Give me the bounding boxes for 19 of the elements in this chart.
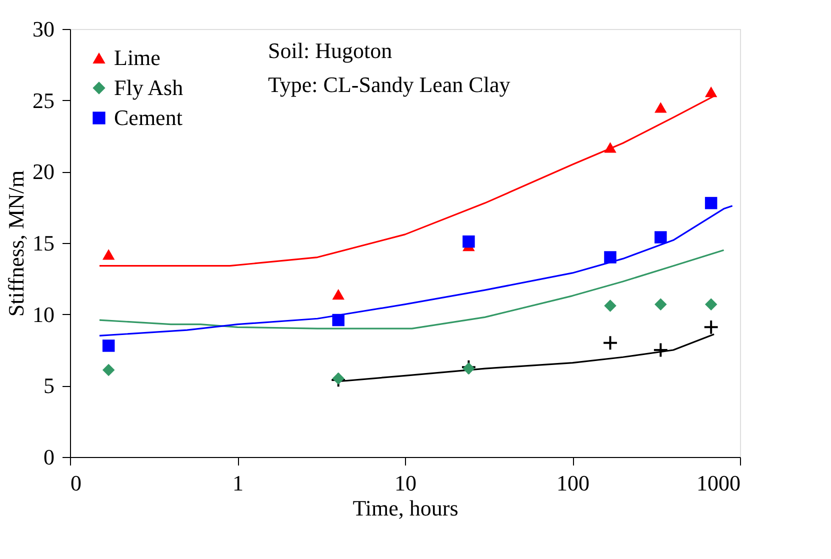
y-axis-title: Stiffness, MN/m xyxy=(4,170,28,317)
x-tick-label: 1 xyxy=(232,470,244,496)
x-tick-label: 0 xyxy=(70,470,82,496)
annotation: Type: CL-Sandy Lean Clay xyxy=(268,72,510,97)
y-tick-label: 25 xyxy=(32,88,54,113)
y-tick-label: 0 xyxy=(44,444,54,470)
x-tick-label: 10 xyxy=(394,470,416,496)
y-tick-label: 30 xyxy=(32,16,54,42)
x-tick-label: 1000 xyxy=(696,470,740,496)
legend-label: Cement xyxy=(114,105,182,130)
legend-label: Fly Ash xyxy=(114,75,184,100)
x-axis-title: Time, hours xyxy=(352,496,458,520)
y-tick-label: 20 xyxy=(32,159,54,184)
y-tick-label: 15 xyxy=(32,230,54,256)
y-tick-label: 5 xyxy=(44,373,54,398)
legend-label: Lime xyxy=(114,45,160,70)
y-tick-label: 10 xyxy=(32,302,54,327)
x-tick-label: 100 xyxy=(556,470,590,496)
annotation: Soil: Hugoton xyxy=(268,38,392,63)
